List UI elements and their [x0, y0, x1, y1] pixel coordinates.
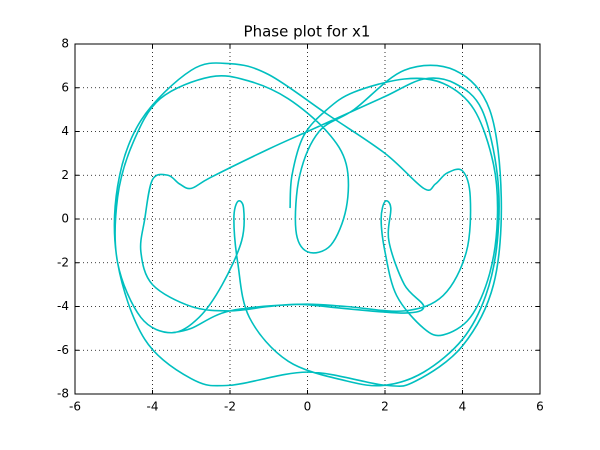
x-tick-label: 6 — [536, 400, 544, 414]
y-tick-label: -8 — [57, 387, 69, 401]
data-line — [113, 62, 503, 388]
y-tick-label: 8 — [61, 37, 69, 51]
x-tick-label: 2 — [381, 400, 389, 414]
x-tick-label: 4 — [459, 400, 467, 414]
y-tick-label: 6 — [61, 80, 69, 94]
x-tick-label: 0 — [304, 400, 312, 414]
x-tick-label: -6 — [69, 400, 81, 414]
x-tick-label: -4 — [147, 400, 159, 414]
x-tick-label: -2 — [224, 400, 236, 414]
y-tick-label: -4 — [57, 299, 69, 313]
y-tick-label: -2 — [57, 255, 69, 269]
chart-title: Phase plot for x1 — [244, 23, 371, 41]
y-tick-label: 0 — [61, 212, 69, 226]
plot-frame — [74, 43, 541, 395]
y-tick-label: 2 — [61, 168, 69, 182]
y-tick-label: -6 — [57, 343, 69, 357]
y-tick-label: 4 — [61, 124, 69, 138]
